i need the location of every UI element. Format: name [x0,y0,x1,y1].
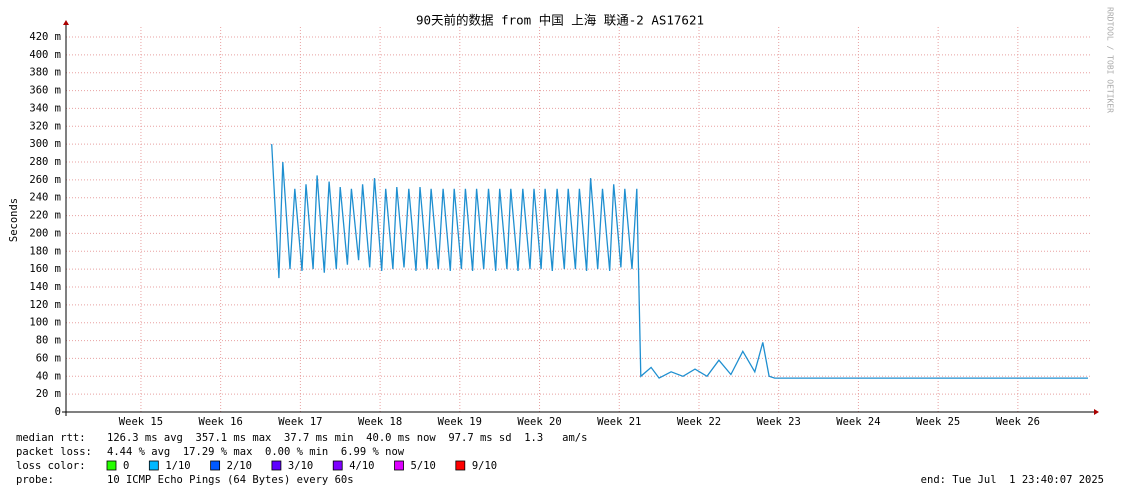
legend-swatch [394,460,404,471]
footer-text: 126.3 ms avg 357.1 ms max 37.7 ms min 40… [107,432,587,444]
legend-swatch [106,460,117,471]
y-tick-label: 60 m [36,352,61,364]
y-tick-label: 20 m [36,388,61,400]
y-tick-label: 80 m [36,335,61,347]
legend-label: 0 [123,460,129,472]
footer: median rtt: 126.3 ms avg 357.1 ms max 37… [16,432,1104,486]
axis-arrow [63,20,69,25]
x-tick-label: Week 18 [358,416,402,428]
x-tick-label: Week 26 [996,416,1040,428]
legend-label: 5/10 [411,460,436,472]
legend-swatch [455,460,466,471]
legend-label: 9/10 [472,460,497,472]
y-tick-label: 40 m [36,370,61,382]
watermark: RRDTOOL / TOBI OETIKER [1106,7,1115,113]
y-tick-label: 380 m [29,67,61,79]
footer-label: packet loss: [16,446,92,458]
legend-swatch [332,460,343,471]
y-tick-label: 120 m [29,299,61,311]
footer-text: end: Tue Jul 1 23:40:07 2025 [921,474,1104,486]
x-tick-label: Week 24 [836,416,880,428]
y-tick-label: 420 m [29,31,61,43]
y-tick-label: 100 m [29,317,61,329]
x-tick-label: Week 21 [597,416,641,428]
y-tick-label: 320 m [29,120,61,132]
legend-label: 2/10 [227,460,252,472]
footer-label: probe: [16,474,54,486]
legend-swatch [271,460,282,471]
y-tick-label: 140 m [29,281,61,293]
legend-label: 4/10 [349,460,374,472]
legend-label: 1/10 [165,460,190,472]
y-tick-label: 240 m [29,192,61,204]
y-tick-label: 360 m [29,85,61,97]
y-tick-label: 400 m [29,49,61,61]
x-tick-label: Week 25 [916,416,960,428]
x-tick-label: Week 15 [119,416,163,428]
y-tick-label: 220 m [29,210,61,222]
y-axis-label: Seconds [8,198,20,242]
x-tick-label: Week 20 [517,416,561,428]
x-tick-label: Week 19 [438,416,482,428]
x-tick-label: Week 16 [199,416,243,428]
y-tick-label: 160 m [29,263,61,275]
footer-text: 10 ICMP Echo Pings (64 Bytes) every 60s [107,474,354,486]
y-tick-label: 180 m [29,245,61,257]
footer-text: 4.44 % avg 17.29 % max 0.00 % min 6.99 %… [107,446,405,458]
series-line [271,144,1088,379]
chart-title: 90天前的数据 from 中国 上海 联通-2 AS17621 [416,13,704,28]
y-tick-label: 340 m [29,102,61,114]
footer-label: loss color: [16,460,86,472]
axis-arrow [1094,409,1099,415]
y-tick-label: 280 m [29,156,61,168]
y-tick-label: 0 [55,406,61,418]
x-tick-label: Week 22 [677,416,721,428]
y-tick-label: 260 m [29,174,61,186]
x-tick-label: Week 23 [757,416,801,428]
x-tick-label: Week 17 [278,416,322,428]
footer-label: median rtt: [16,432,86,444]
legend-swatch [210,460,221,471]
legend-label: 3/10 [288,460,313,472]
y-tick-label: 200 m [29,227,61,239]
legend-swatch [148,460,159,471]
y-tick-label: 300 m [29,138,61,150]
